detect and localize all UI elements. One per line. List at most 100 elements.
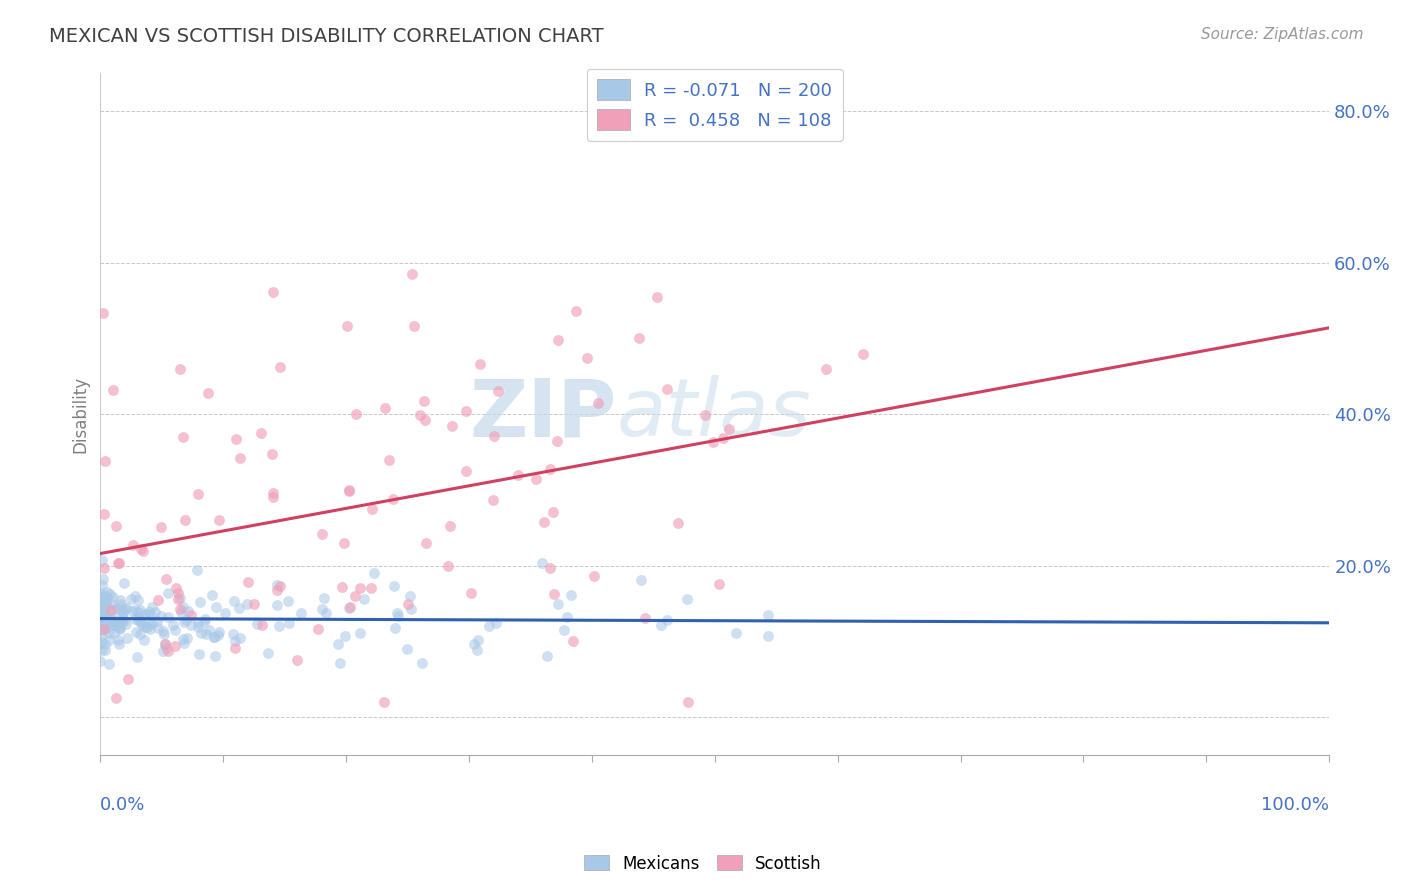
Point bbox=[91, 306, 114, 320]
Point bbox=[90, 594, 112, 608]
Point bbox=[630, 573, 652, 587]
Point bbox=[756, 607, 779, 622]
Point bbox=[138, 605, 160, 619]
Point bbox=[385, 607, 408, 621]
Point bbox=[228, 600, 250, 615]
Point bbox=[250, 426, 273, 441]
Point bbox=[266, 598, 288, 612]
Point bbox=[94, 596, 117, 610]
Point bbox=[90, 597, 112, 611]
Point bbox=[93, 622, 115, 636]
Point bbox=[103, 617, 125, 632]
Point bbox=[169, 362, 191, 376]
Point bbox=[467, 632, 489, 647]
Point bbox=[329, 657, 352, 671]
Point bbox=[112, 605, 135, 619]
Point bbox=[336, 319, 359, 334]
Point bbox=[93, 605, 115, 619]
Point bbox=[156, 644, 179, 658]
Point bbox=[378, 453, 401, 467]
Point bbox=[94, 590, 117, 604]
Point bbox=[439, 518, 461, 533]
Point bbox=[478, 618, 501, 632]
Point bbox=[382, 491, 405, 506]
Point bbox=[91, 635, 114, 649]
Point bbox=[134, 607, 156, 622]
Text: Source: ZipAtlas.com: Source: ZipAtlas.com bbox=[1201, 27, 1364, 42]
Point bbox=[399, 590, 422, 604]
Point bbox=[267, 618, 290, 632]
Point bbox=[576, 351, 599, 365]
Point bbox=[131, 541, 153, 556]
Point bbox=[93, 643, 115, 657]
Point bbox=[349, 581, 371, 595]
Point bbox=[124, 612, 146, 626]
Point bbox=[214, 606, 236, 620]
Point bbox=[187, 620, 209, 634]
Point bbox=[170, 605, 193, 619]
Point bbox=[114, 601, 136, 615]
Point bbox=[89, 607, 111, 622]
Point bbox=[724, 625, 747, 640]
Point bbox=[349, 626, 371, 640]
Point bbox=[149, 520, 172, 534]
Point bbox=[128, 602, 150, 616]
Point bbox=[285, 653, 308, 667]
Point bbox=[110, 597, 132, 611]
Point bbox=[173, 636, 195, 650]
Point bbox=[387, 609, 409, 624]
Point bbox=[187, 647, 209, 661]
Point bbox=[98, 632, 121, 647]
Point bbox=[98, 657, 121, 671]
Point bbox=[155, 641, 177, 656]
Point bbox=[173, 615, 195, 629]
Point bbox=[655, 613, 678, 627]
Point bbox=[139, 616, 162, 631]
Point bbox=[456, 404, 478, 418]
Point bbox=[311, 602, 333, 616]
Point bbox=[120, 592, 142, 607]
Point bbox=[172, 430, 194, 444]
Point bbox=[98, 625, 121, 640]
Point bbox=[456, 463, 478, 477]
Point bbox=[165, 623, 187, 637]
Point bbox=[112, 614, 135, 628]
Point bbox=[187, 616, 209, 631]
Point bbox=[127, 613, 149, 627]
Point bbox=[129, 615, 152, 630]
Point bbox=[634, 611, 657, 625]
Point bbox=[711, 431, 734, 445]
Point bbox=[555, 609, 578, 624]
Point bbox=[538, 560, 561, 574]
Point bbox=[89, 585, 111, 599]
Point bbox=[93, 561, 115, 575]
Point bbox=[128, 614, 150, 628]
Point bbox=[127, 609, 149, 624]
Point bbox=[165, 581, 187, 595]
Point bbox=[333, 536, 356, 550]
Point bbox=[243, 597, 266, 611]
Point bbox=[152, 644, 174, 658]
Point bbox=[194, 612, 217, 626]
Point bbox=[530, 556, 553, 570]
Point bbox=[382, 579, 405, 593]
Point bbox=[208, 624, 231, 639]
Point bbox=[353, 592, 375, 607]
Point bbox=[107, 557, 129, 571]
Point bbox=[756, 629, 779, 643]
Point bbox=[236, 597, 259, 611]
Point bbox=[290, 606, 312, 620]
Point bbox=[524, 472, 547, 486]
Point bbox=[103, 617, 125, 632]
Point bbox=[96, 585, 118, 599]
Point bbox=[132, 618, 155, 632]
Point bbox=[205, 599, 228, 614]
Point bbox=[702, 434, 724, 449]
Point bbox=[105, 690, 128, 705]
Point bbox=[98, 587, 121, 601]
Point bbox=[101, 598, 124, 612]
Point bbox=[208, 513, 231, 527]
Point bbox=[536, 649, 558, 664]
Point bbox=[186, 563, 208, 577]
Point bbox=[89, 608, 111, 623]
